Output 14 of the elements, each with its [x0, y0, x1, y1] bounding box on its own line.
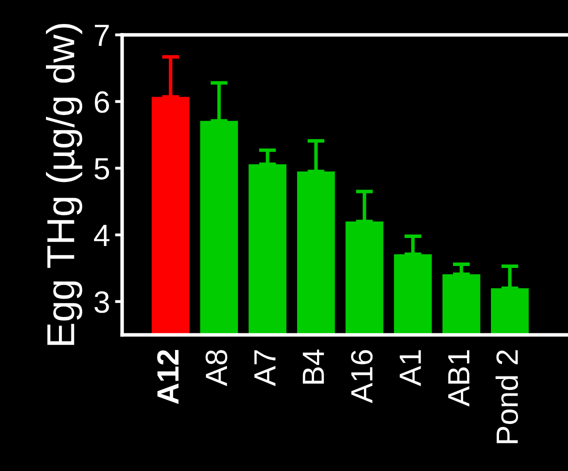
y-tick-label: 7 — [94, 24, 109, 46]
x-tick-label: A8 — [206, 350, 228, 386]
x-tick-label: A1 — [400, 350, 421, 386]
x-tick-label: A12 — [157, 350, 178, 404]
y-axis-title: Egg THg (µg/g dw) — [46, 24, 82, 345]
x-tick-label: B4 — [302, 350, 324, 384]
x-tick-label: A7 — [254, 350, 276, 386]
y-tick-label: 4 — [94, 224, 110, 246]
y-tick-label: 6 — [94, 91, 109, 113]
x-tick-label: AB1 — [448, 350, 470, 406]
x-tick-label: A16 — [351, 350, 373, 404]
x-tick-label: Pond 2 — [496, 350, 518, 444]
y-tick-label: 3 — [94, 291, 109, 313]
y-tick-label: 5 — [94, 158, 110, 180]
